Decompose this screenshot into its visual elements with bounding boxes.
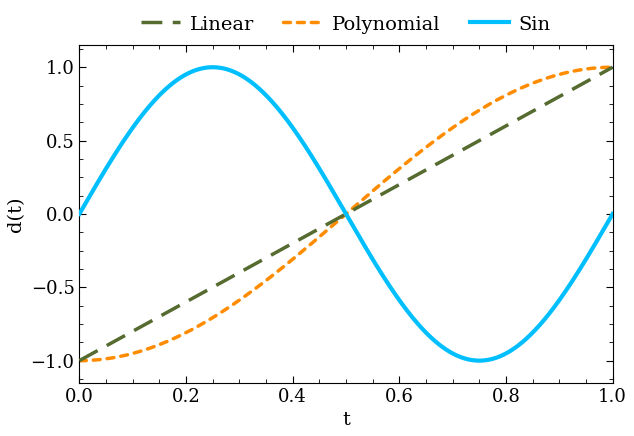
Linear <box>609 65 616 70</box>
Linear <box>501 124 508 129</box>
Linear <box>491 129 499 134</box>
Polynomial <box>501 93 508 99</box>
Linear <box>75 358 83 363</box>
Sin <box>476 358 483 363</box>
Polynomial <box>291 255 299 260</box>
Polynomial <box>491 99 499 104</box>
X-axis label: t: t <box>342 411 350 429</box>
Polynomial <box>609 65 616 70</box>
Sin <box>75 211 83 217</box>
Sin <box>130 123 138 129</box>
Polynomial <box>130 351 138 356</box>
Line: Linear: Linear <box>79 67 612 361</box>
Linear <box>442 157 450 162</box>
Line: Polynomial: Polynomial <box>79 67 612 361</box>
Y-axis label: d(t): d(t) <box>7 196 25 232</box>
Linear <box>291 239 299 245</box>
Linear <box>311 229 318 234</box>
Sin <box>209 65 217 70</box>
Sin <box>292 129 299 134</box>
Legend: Linear, Polynomial, Sin: Linear, Polynomial, Sin <box>134 7 559 42</box>
Sin <box>443 347 450 352</box>
Sin <box>609 211 616 217</box>
Polynomial <box>75 358 83 363</box>
Sin <box>311 159 318 164</box>
Sin <box>502 351 510 356</box>
Polynomial <box>311 238 318 244</box>
Line: Sin: Sin <box>79 67 612 361</box>
Sin <box>493 355 500 360</box>
Linear <box>130 328 138 333</box>
Polynomial <box>442 130 450 135</box>
